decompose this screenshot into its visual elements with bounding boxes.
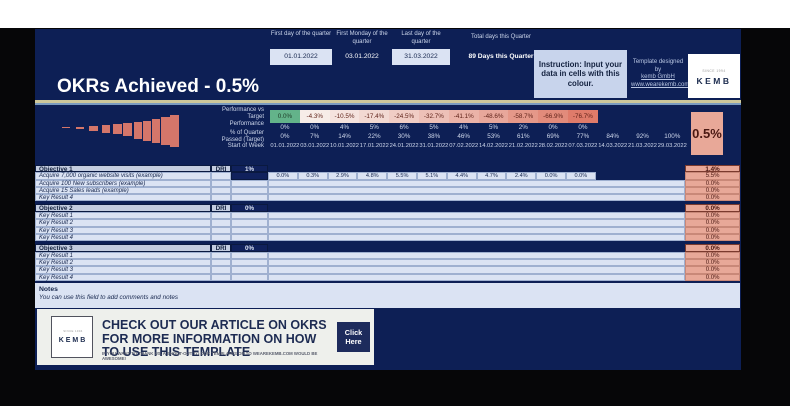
svg-text:SINCE 1994: SINCE 1994 <box>702 69 725 73</box>
svg-text:KEMB: KEMB <box>696 76 731 86</box>
svg-text:SINCE 1994: SINCE 1994 <box>63 329 83 333</box>
svg-text:KEMB: KEMB <box>59 337 88 344</box>
